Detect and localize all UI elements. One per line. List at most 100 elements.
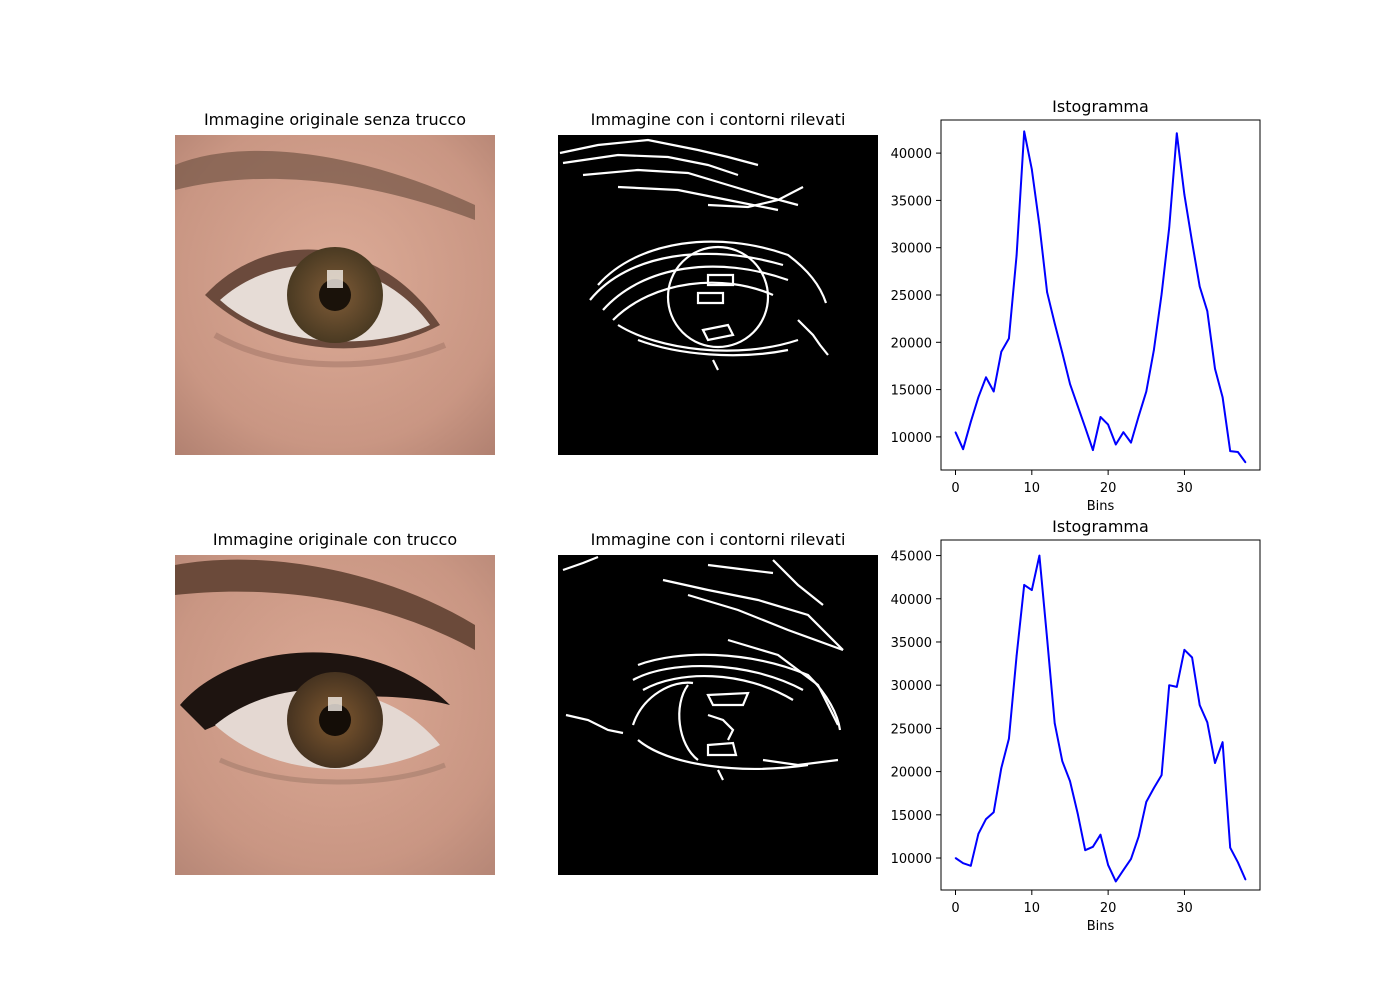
y-tick-label: 20000 [891,336,932,351]
data-point [1084,426,1087,429]
data-point [1046,291,1048,293]
data-point [1122,869,1125,871]
data-point [1214,367,1216,370]
chart-title: Istogramma [1052,97,1149,116]
data-point [962,448,964,450]
data-point [1237,861,1239,864]
data-point [954,431,957,433]
x-axis-label: Bins [1087,499,1115,514]
edges-image-makeup [558,555,878,875]
x-tick-label: 10 [1024,901,1041,916]
data-point [1130,858,1132,860]
data-point [1221,396,1224,398]
histogram-chart-no-makeup: Istogramma 0 10 20 30 10000 15000 20000 25000 300… [891,97,1261,514]
data-point [992,811,995,814]
x-tick-label: 20 [1100,901,1117,916]
data-point [1076,404,1079,407]
chart-title: Istogramma [1052,517,1149,536]
data-point [1122,431,1125,433]
data-point [1221,741,1224,744]
data-point [1038,224,1041,226]
data-point [1023,130,1025,133]
data-point [1153,787,1155,789]
histogram-chart-makeup: Istogramma 0 10 20 30 10000 15000 20000 25000 300… [891,517,1261,934]
eye-photo-makeup [175,555,495,875]
x-tick-label: 30 [1176,481,1193,496]
y-tick-label: 25000 [891,722,932,737]
edges-image-no-makeup [558,135,878,455]
data-point [1031,168,1033,170]
photo-title-no-makeup: Immagine originale senza trucco [203,110,467,129]
data-point [1229,846,1232,849]
data-point [1107,423,1109,426]
data-point [1008,337,1010,340]
data-point [1137,835,1140,838]
data-point [1114,443,1117,446]
y-tick-label: 10000 [891,852,932,867]
data-point [1137,415,1140,417]
y-tick-label: 10000 [891,431,932,446]
data-point [1053,722,1056,725]
data-point [1053,322,1056,325]
data-point [1176,132,1178,135]
data-point [985,376,987,379]
data-point [1206,721,1209,724]
data-point [1160,774,1163,776]
x-tick-label: 30 [1176,901,1193,916]
data-point [1160,293,1163,295]
data-point [1244,878,1247,881]
histogram-series-line [954,554,1247,883]
data-point [969,420,972,423]
data-point [1046,637,1048,640]
data-point [1099,416,1102,418]
data-point [1069,383,1071,385]
photo-title-makeup: Immagine originale con trucco [212,530,458,549]
data-point [1206,310,1209,312]
data-point [1168,684,1170,686]
data-point [1244,461,1247,464]
data-point [1092,449,1094,451]
data-point [1038,554,1041,557]
data-point [969,865,972,867]
data-point [1015,655,1018,657]
data-point [1114,880,1117,883]
eye-photo-no-makeup [175,135,495,455]
y-tick-label: 30000 [891,242,932,257]
data-point [1023,584,1025,586]
edges-title-makeup: Immagine con i contorni rilevati [590,530,846,549]
data-point [1076,812,1079,814]
y-tick-label: 35000 [891,636,932,651]
data-point [1214,762,1216,764]
y-tick-label: 15000 [891,384,932,399]
data-point [1061,760,1064,763]
edges-title-no-makeup: Immagine con i contorni rilevati [590,110,846,129]
data-point [1191,241,1193,243]
y-tick-label: 45000 [891,550,932,565]
histogram-series-line [954,130,1247,463]
data-point [1008,737,1010,740]
data-point [1168,227,1170,229]
x-tick-label: 0 [951,901,959,916]
data-point [1176,686,1178,688]
data-point [992,390,995,393]
data-point [1069,780,1071,782]
y-tick-label: 35000 [891,194,932,209]
y-tick-label: 25000 [891,289,932,304]
x-tick-label: 0 [951,481,959,496]
x-tick-label: 10 [1024,481,1041,496]
data-point [1061,351,1064,354]
data-point [1084,849,1087,852]
data-point [1000,350,1003,353]
x-tick-label: 20 [1100,481,1117,496]
data-point [1145,801,1148,803]
data-point [977,396,980,398]
data-point [1198,285,1201,288]
data-point [1107,864,1109,866]
data-point [1198,704,1201,706]
data-point [954,857,957,859]
y-tick-label: 20000 [891,766,932,781]
data-point [1191,656,1193,659]
data-point [1183,193,1186,196]
data-point [1229,450,1232,452]
data-point [985,818,987,820]
